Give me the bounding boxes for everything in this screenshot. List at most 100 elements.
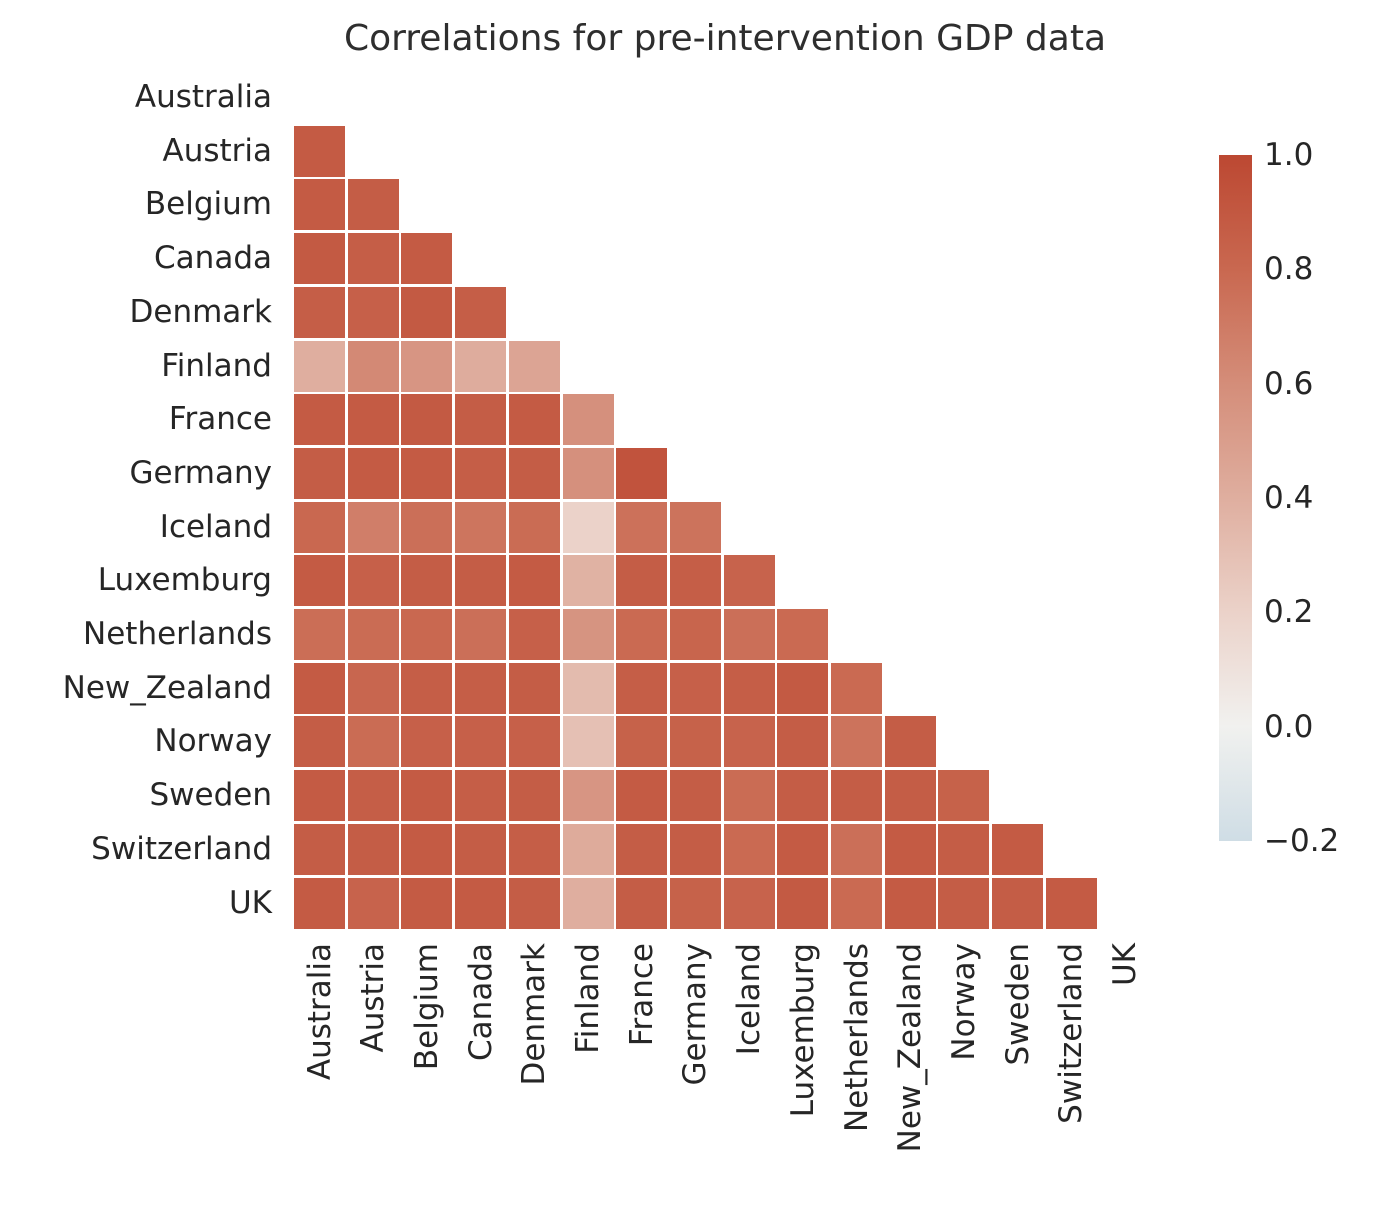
heatmap-cell xyxy=(669,877,721,929)
heatmap-cell xyxy=(562,716,614,768)
x-axis-label: Iceland xyxy=(731,942,768,1055)
heatmap-cell xyxy=(669,823,721,875)
colorbar-tick-label: 1.0 xyxy=(1264,137,1314,173)
heatmap-cell xyxy=(401,286,453,338)
heatmap-cell xyxy=(294,662,345,714)
heatmap-cell xyxy=(455,447,507,499)
heatmap-cell xyxy=(508,609,560,660)
heatmap-cell xyxy=(562,823,614,875)
heatmap-cell xyxy=(455,877,507,929)
heatmap-cell xyxy=(347,716,399,768)
heatmap-cell xyxy=(347,609,399,660)
heatmap-cell xyxy=(616,501,668,553)
heatmap-cell xyxy=(401,501,453,553)
heatmap-cell xyxy=(455,501,507,553)
x-axis-label: Belgium xyxy=(408,942,445,1070)
heatmap-cell xyxy=(401,770,453,822)
heatmap-cell xyxy=(992,823,1044,875)
heatmap-cell xyxy=(294,609,345,660)
heatmap-cell xyxy=(455,286,507,338)
heatmap-cell xyxy=(723,770,775,822)
heatmap-cell xyxy=(831,877,882,929)
colorbar-tick-label: 0.6 xyxy=(1264,365,1314,402)
heatmap-cell xyxy=(401,394,453,446)
y-axis-label: Iceland xyxy=(159,508,272,545)
heatmap-cell xyxy=(777,609,829,660)
heatmap-cell xyxy=(294,823,345,875)
y-axis-label: Belgium xyxy=(144,186,272,223)
heatmap-cell xyxy=(669,609,721,660)
heatmap-cell xyxy=(294,179,345,231)
heatmap-cell xyxy=(669,662,721,714)
y-axis-label: France xyxy=(168,401,272,438)
y-axis-label: Australia xyxy=(134,79,272,115)
x-axis-label: Luxemburg xyxy=(784,942,821,1117)
heatmap-cell xyxy=(562,770,614,822)
heatmap-cell xyxy=(992,877,1044,929)
heatmap-cell xyxy=(777,716,829,768)
x-axis-label: Denmark xyxy=(516,942,553,1085)
y-axis-label: Switzerland xyxy=(91,830,272,867)
heatmap-cell xyxy=(455,716,507,768)
heatmap-cell xyxy=(777,823,829,875)
heatmap-cell xyxy=(723,555,775,607)
x-axis-label: New_Zealand xyxy=(892,942,929,1152)
heatmap-cell xyxy=(723,662,775,714)
heatmap-cell xyxy=(294,340,345,392)
heatmap-cell xyxy=(508,877,560,929)
heatmap-cell xyxy=(455,609,507,660)
heatmap-cell xyxy=(347,447,399,499)
colorbar-tick-label: −0.2 xyxy=(1264,823,1340,859)
heatmap-cell xyxy=(401,447,453,499)
heatmap-cell xyxy=(347,286,399,338)
x-axis-label: France xyxy=(623,942,660,1046)
heatmap-cell xyxy=(347,394,399,446)
heatmap-cell xyxy=(401,609,453,660)
heatmap-cell xyxy=(616,770,668,822)
x-axis-label: Switzerland xyxy=(1053,942,1090,1124)
heatmap-cell xyxy=(294,501,345,553)
y-axis-label: Netherlands xyxy=(83,616,272,652)
heatmap-cell xyxy=(723,716,775,768)
heatmap-cell xyxy=(401,716,453,768)
heatmap-cell xyxy=(562,609,614,660)
heatmap-cell xyxy=(401,555,453,607)
y-axis-label: Norway xyxy=(154,723,272,760)
heatmap-cell xyxy=(455,555,507,607)
heatmap-cell xyxy=(723,609,775,660)
heatmap-cell xyxy=(884,877,936,929)
heatmap-cell xyxy=(347,555,399,607)
heatmap-cell xyxy=(508,555,560,607)
colorbar-tick-label: 0.2 xyxy=(1264,594,1314,631)
heatmap-cell xyxy=(777,662,829,714)
x-axis-label: Germany xyxy=(677,942,714,1085)
heatmap-cell xyxy=(616,555,668,607)
heatmap-cell xyxy=(508,501,560,553)
heatmap-cell xyxy=(1045,877,1097,929)
y-axis-label: Luxemburg xyxy=(97,562,272,599)
heatmap-cell xyxy=(401,823,453,875)
heatmap-cell xyxy=(508,394,560,446)
heatmap-cell xyxy=(294,716,345,768)
heatmap-cell xyxy=(508,662,560,714)
y-axis-label: New_Zealand xyxy=(62,669,272,706)
heatmap-cell xyxy=(777,877,829,929)
heatmap-cell xyxy=(347,823,399,875)
x-axis-label: Australia xyxy=(301,942,338,1080)
x-axis-label: Canada xyxy=(462,942,499,1061)
heatmap-cell xyxy=(831,823,882,875)
y-axis-label: Canada xyxy=(154,240,272,277)
x-axis-label: Norway xyxy=(945,942,982,1061)
heatmap-cell xyxy=(508,716,560,768)
colorbar-tick-label: 0.4 xyxy=(1264,480,1314,516)
heatmap-cell xyxy=(347,770,399,822)
heatmap-cell xyxy=(294,555,345,607)
heatmap-cell xyxy=(455,394,507,446)
heatmap-cell xyxy=(831,716,882,768)
heatmap-cell xyxy=(562,501,614,553)
colorbar-gradient xyxy=(1219,155,1252,841)
heatmap-cell xyxy=(616,716,668,768)
y-axis-label: Sweden xyxy=(149,777,272,814)
heatmap-cell xyxy=(831,770,882,822)
